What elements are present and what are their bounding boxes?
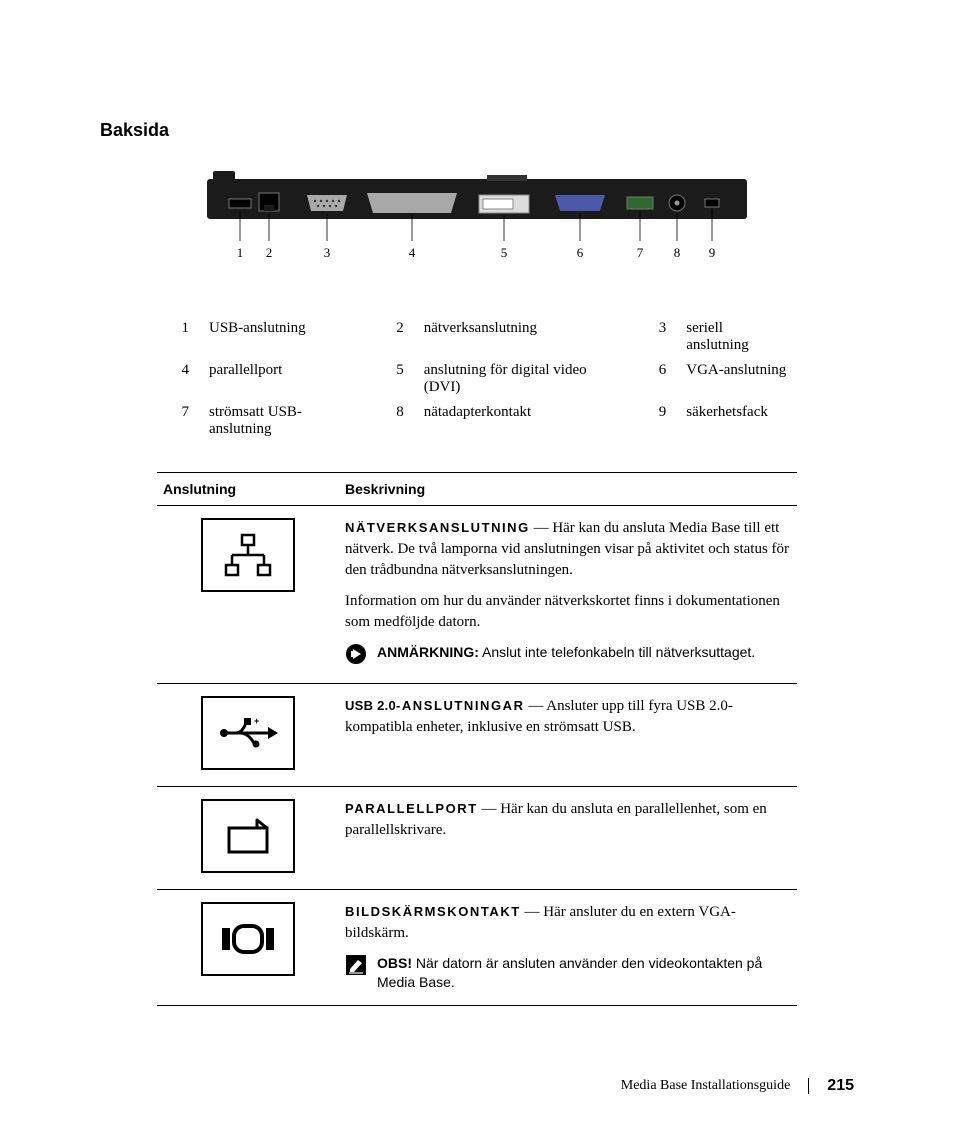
term-label: PARALLELLPORT [345,801,478,816]
callout-num-8: 8 [674,245,681,260]
term-sep: — [521,904,544,920]
legend-label: strömsatt USB-anslutning [201,400,372,442]
notice-row: ANMÄRKNING: Anslut inte telefonkabeln ti… [345,643,791,671]
table-row: NÄTVERKSANSLUTNING — Här kan du ansluta … [157,506,797,684]
legend-num: 3 [634,316,678,358]
legend-num: 4 [157,358,201,400]
device-svg: 1 2 3 4 5 6 7 8 9 [207,171,747,271]
icon-cell-parallel [157,786,339,889]
header-anslutning: Anslutning [157,473,339,506]
legend-num: 6 [634,358,678,400]
legend-label: USB-anslutning [201,316,372,358]
vga-icon [201,902,295,976]
callout-num-1: 1 [237,245,244,260]
term-label: NÄTVERKSANSLUTNING [345,520,530,535]
page-footer: Media Base Installationsguide 215 [621,1077,854,1095]
legend-label: VGA-anslutning [678,358,797,400]
term-suffix: -ANSLUTNINGAR [396,698,525,713]
table-row: BILDSKÄRMSKONTAKT — Här ansluter du en e… [157,889,797,1005]
obs-icon [345,954,367,982]
legend-label: säkerhetsfack [678,400,797,442]
icon-cell-vga [157,889,339,1005]
notice-text-wrap: ANMÄRKNING: Anslut inte telefonkabeln ti… [377,643,755,663]
header-beskrivning: Beskrivning [339,473,797,506]
obs-text: När datorn är ansluten använder den vide… [377,955,762,991]
callout-num-5: 5 [501,245,508,260]
footer-page-number: 215 [827,1077,854,1095]
svg-text:+: + [254,716,259,726]
term-sep: — [525,698,547,714]
callout-num-7: 7 [637,245,644,260]
device-illustration: 1 2 3 4 5 6 7 8 9 [100,171,854,276]
table-row: 7 strömsatt USB-anslutning 8 nätadapterk… [157,400,797,442]
term-label: BILDSKÄRMSKONTAKT [345,904,521,919]
term-label: USB 2.0 [345,698,396,713]
legend-num: 5 [372,358,416,400]
desc-cell: NÄTVERKSANSLUTNING — Här kan du ansluta … [339,506,797,684]
term-sep: — [478,801,501,817]
obs-row: OBS! När datorn är ansluten använder den… [345,954,791,993]
page-container: Baksida [0,0,954,1145]
usb-icon: + [201,696,295,770]
legend-label: nätverksanslutning [416,316,635,358]
notice-icon [345,643,367,671]
callout-num-3: 3 [324,245,331,260]
notice-text: Anslut inte telefonkabeln till nätverksu… [482,644,755,660]
legend-num: 8 [372,400,416,442]
desc-cell: BILDSKÄRMSKONTAKT — Här ansluter du en e… [339,889,797,1005]
footer-divider [808,1078,809,1094]
notice-label: ANMÄRKNING: [377,644,479,660]
callout-num-2: 2 [266,245,273,260]
table-row: PARALLELLPORT — Här kan du ansluta en pa… [157,786,797,889]
obs-label: OBS! [377,955,412,971]
term-sep: — [530,520,553,536]
section-title: Baksida [100,120,854,141]
desc-body-2: Information om hur du använder nätverksk… [345,591,791,633]
legend-label: anslutning för digital video (DVI) [416,358,635,400]
icon-cell-usb: + [157,683,339,786]
footer-doc-title: Media Base Installationsguide [621,1078,791,1094]
desc-cell: PARALLELLPORT — Här kan du ansluta en pa… [339,786,797,889]
callout-legend-table: 1 USB-anslutning 2 nätverksanslutning 3 … [157,316,797,442]
table-row: 1 USB-anslutning 2 nätverksanslutning 3 … [157,316,797,358]
callout-num-6: 6 [577,245,584,260]
parallel-icon [201,799,295,873]
table-row: 4 parallellport 5 anslutning för digital… [157,358,797,400]
callout-num-4: 4 [409,245,416,260]
legend-label: seriell anslutning [678,316,797,358]
obs-text-wrap: OBS! När datorn är ansluten använder den… [377,954,791,993]
legend-num: 2 [372,316,416,358]
desc-cell: USB 2.0-ANSLUTNINGAR — Ansluter upp till… [339,683,797,786]
legend-label: parallellport [201,358,372,400]
legend-num: 7 [157,400,201,442]
table-header-row: Anslutning Beskrivning [157,473,797,506]
icon-cell-network [157,506,339,684]
legend-label: nätadapterkontakt [416,400,635,442]
legend-num: 9 [634,400,678,442]
description-table: Anslutning Beskrivning [157,472,797,1006]
table-row: + USB 2.0-ANSLUTNINGAR — Ansluter upp ti… [157,683,797,786]
network-icon [201,518,295,592]
callout-num-9: 9 [709,245,716,260]
legend-num: 1 [157,316,201,358]
